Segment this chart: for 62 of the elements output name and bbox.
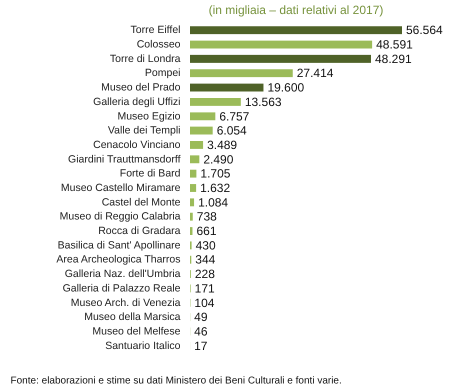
y-tick-label: Forte di Bard bbox=[120, 168, 181, 180]
y-tick-label: Santuario Italico bbox=[105, 340, 181, 352]
bar bbox=[190, 69, 293, 78]
y-tick-label: Cenacolo Vinciano bbox=[93, 138, 181, 151]
data-label: 27.414 bbox=[296, 66, 334, 80]
data-label: 48.591 bbox=[376, 38, 414, 52]
bar bbox=[190, 84, 264, 92]
bar bbox=[190, 98, 241, 106]
data-label: 3.489 bbox=[207, 138, 238, 152]
data-label: 228 bbox=[194, 267, 216, 282]
y-tick-label: Galleria di Palazzo Reale bbox=[62, 282, 181, 294]
y-tick-label: Museo del Melfese bbox=[92, 325, 181, 338]
y-tick-label: Torre di Londra bbox=[110, 52, 181, 65]
data-label: 738 bbox=[196, 210, 218, 224]
y-tick-label: Colosseo bbox=[136, 38, 181, 51]
data-label: 344 bbox=[195, 252, 216, 267]
bar bbox=[190, 212, 193, 221]
y-tick-label: Basilica di Sant' Apollinare bbox=[58, 239, 181, 252]
data-label: 48.291 bbox=[374, 52, 412, 66]
bar bbox=[190, 54, 371, 63]
source-note: Fonte: elaborazioni e stime su dati Ministero dei Beni Culturali e fonti varie. bbox=[10, 376, 342, 386]
y-tick-label: Area Archeologica Tharros bbox=[56, 254, 180, 266]
data-label: 19.600 bbox=[267, 80, 304, 95]
data-label: 661 bbox=[196, 224, 217, 238]
data-label: 2.490 bbox=[203, 152, 234, 166]
data-label: 6.054 bbox=[216, 124, 248, 138]
y-tick-label: Valle dei Templi bbox=[108, 124, 180, 137]
data-label: 13.563 bbox=[244, 94, 282, 109]
data-label: 6.757 bbox=[219, 109, 250, 124]
data-label: 1.632 bbox=[200, 181, 230, 195]
data-label: 171 bbox=[194, 281, 215, 296]
data-label: 56.564 bbox=[406, 23, 444, 38]
y-tick-label: Giardini Trauttmansdorff bbox=[68, 153, 181, 166]
y-tick-label: Galleria degli Uffizi bbox=[93, 96, 180, 108]
bar bbox=[190, 155, 200, 164]
data-label: 1.084 bbox=[198, 195, 228, 210]
chart-title: (in migliaia – dati relativi al 2017) bbox=[208, 3, 384, 17]
data-label: 1.705 bbox=[200, 166, 231, 181]
bar bbox=[190, 141, 204, 149]
y-tick-label: Museo della Marsica bbox=[84, 311, 181, 324]
y-tick-label: Museo del Prado bbox=[101, 82, 181, 94]
bar bbox=[190, 112, 216, 120]
y-tick-label: Castel del Monte bbox=[102, 196, 181, 208]
bar bbox=[190, 40, 372, 48]
y-tick-label: Torre Eiffel bbox=[130, 24, 180, 36]
bar bbox=[190, 198, 194, 206]
y-tick-label: Museo Castello Miramare bbox=[60, 182, 181, 194]
y-tick-label: Museo Arch. di Venezia bbox=[70, 296, 181, 309]
y-tick-label: Rocca di Gradara bbox=[98, 225, 181, 238]
data-label: 17 bbox=[194, 338, 208, 353]
data-label: 430 bbox=[196, 238, 216, 252]
y-tick-label: Pompei bbox=[144, 67, 180, 80]
y-tick-label: Galleria Naz. dell'Umbria bbox=[64, 268, 181, 280]
bar bbox=[190, 126, 213, 135]
data-label: 46 bbox=[194, 324, 208, 338]
data-label: 104 bbox=[194, 296, 215, 310]
data-label: 49 bbox=[194, 310, 208, 324]
y-tick-label: Museo di Reggio Calabria bbox=[60, 210, 181, 223]
y-tick-label: Museo Egizio bbox=[117, 110, 181, 122]
bar bbox=[190, 170, 196, 178]
bar bbox=[190, 26, 402, 34]
bar bbox=[190, 184, 196, 192]
